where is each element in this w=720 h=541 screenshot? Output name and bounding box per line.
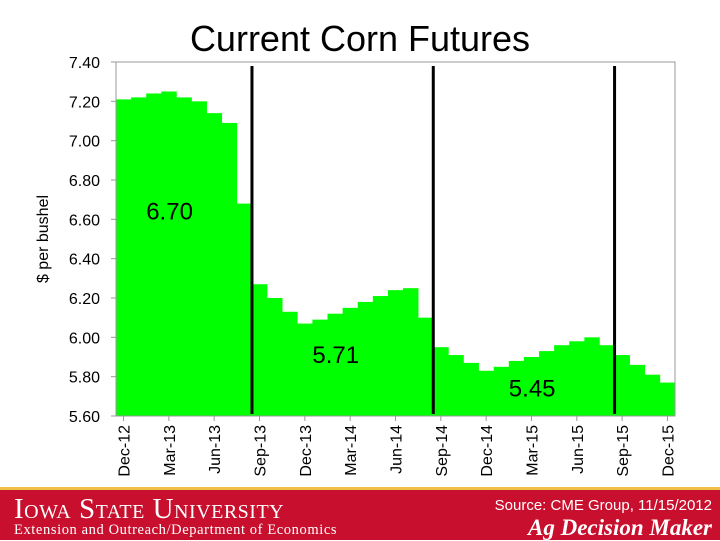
bar — [418, 317, 434, 416]
bar — [236, 203, 253, 416]
x-tick-label: Sep-14 — [434, 425, 451, 477]
bar — [131, 97, 147, 417]
annotation-label: 5.71 — [312, 342, 359, 369]
bar — [312, 319, 328, 416]
bar — [569, 341, 585, 416]
bar — [523, 357, 540, 416]
bar — [251, 284, 268, 416]
x-tick-label: Mar-14 — [343, 425, 360, 476]
bar — [116, 99, 132, 416]
bar — [282, 311, 298, 416]
bar — [327, 313, 343, 416]
bar — [221, 122, 238, 416]
y-tick-label: 7.20 — [69, 94, 100, 111]
chart-title: Current Corn Futures — [189, 18, 531, 59]
y-tick-label: 6.00 — [69, 330, 100, 347]
bar — [357, 301, 374, 416]
bar — [493, 366, 510, 416]
y-tick-label: 6.80 — [69, 173, 100, 190]
x-tick-label: Dec-12 — [117, 425, 134, 477]
footer-banner — [0, 487, 720, 540]
x-tick-label: Dec-15 — [660, 425, 677, 477]
bar — [267, 298, 283, 416]
x-tick-label: Jun-14 — [389, 425, 406, 474]
y-tick-label: 6.60 — [69, 212, 100, 229]
annotation-label: 5.45 — [509, 375, 556, 402]
bar — [629, 364, 646, 416]
x-tick-label: Dec-13 — [298, 425, 315, 477]
y-tick-label: 5.60 — [69, 409, 100, 426]
bar — [463, 362, 479, 416]
bar — [161, 91, 177, 416]
y-tick-label: 7.00 — [69, 134, 100, 151]
x-tick-label: Sep-13 — [253, 425, 270, 477]
source-note: Source: CME Group, 11/15/2012 — [494, 497, 712, 514]
bar — [403, 288, 419, 416]
x-tick-label: Dec-14 — [479, 425, 496, 477]
bar — [644, 374, 661, 416]
bar — [554, 345, 570, 416]
x-tick-label: Mar-13 — [162, 425, 179, 476]
extension-label: Extension and Outreach/Department of Eco… — [14, 522, 338, 538]
bar — [146, 93, 162, 416]
bar — [478, 370, 495, 416]
bar — [614, 355, 630, 416]
bar — [342, 307, 359, 416]
y-tick-label: 6.40 — [69, 252, 100, 269]
bar — [508, 360, 525, 416]
footer-accent-line — [0, 487, 720, 490]
university-logo: Iowa State University — [14, 493, 285, 525]
bar — [372, 296, 389, 416]
bar — [297, 323, 313, 416]
y-tick-label: 7.40 — [69, 55, 100, 72]
y-tick-label: 6.20 — [69, 291, 100, 308]
bar — [539, 351, 555, 416]
y-tick-label: 5.80 — [69, 370, 100, 387]
x-tick-label: Jun-15 — [570, 425, 587, 474]
bar — [448, 355, 464, 416]
bar — [387, 290, 404, 416]
bar — [433, 347, 449, 416]
bar — [659, 382, 676, 416]
x-tick-label: Sep-15 — [615, 425, 632, 477]
annotation-label: 6.70 — [146, 198, 193, 225]
x-tick-label: Jun-13 — [207, 425, 224, 474]
bar-chart: 7.40 7.20 7.00 6.80 6.60 6.40 6.20 6.00 5.80 5.60… — [35, 55, 677, 477]
bar — [599, 345, 615, 416]
bar — [584, 337, 600, 416]
ag-decision-maker-logo: Ag Decision Maker — [528, 515, 712, 540]
bar — [206, 113, 223, 416]
bar — [176, 97, 192, 417]
bar — [191, 101, 207, 416]
y-axis-label: $ per bushel — [35, 195, 52, 283]
x-tick-label: Mar-15 — [524, 425, 541, 476]
